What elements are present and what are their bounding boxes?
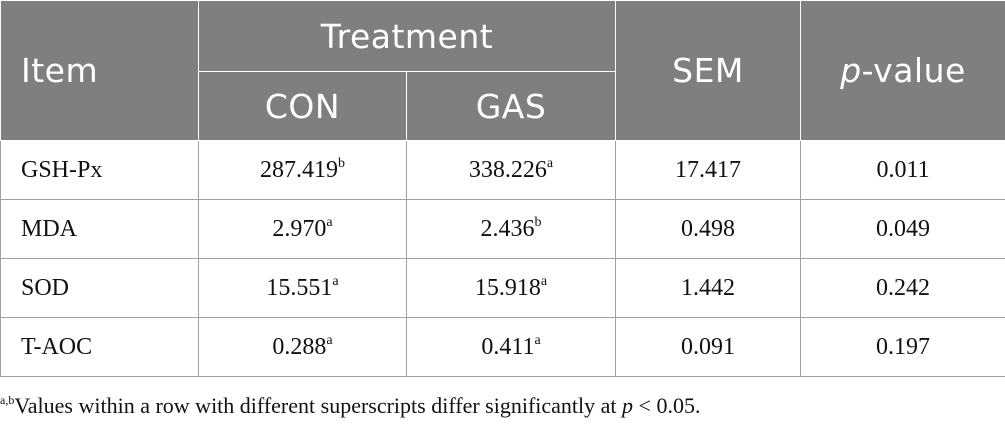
- results-table: Item Treatment SEM p-value CON GAS GSH-P…: [0, 0, 1005, 377]
- footnote-threshold: < 0.05.: [633, 393, 701, 418]
- gas-superscript: a: [540, 273, 548, 289]
- con-value: 2.970: [272, 215, 327, 242]
- row-p-value: 0.242: [800, 258, 1005, 318]
- header-gas: GAS: [405, 71, 617, 141]
- con-value: 0.288: [272, 333, 327, 360]
- footnote-superscript: a,b: [0, 393, 15, 407]
- row-con: 15.551a: [198, 258, 407, 318]
- gas-value: 15.918: [474, 274, 541, 301]
- row-con: 0.288a: [198, 317, 407, 377]
- footnote-p-italic: p: [622, 393, 634, 418]
- header-item: Item: [0, 0, 199, 141]
- header-p-value: p-value: [800, 0, 1005, 141]
- footnote-text: Values within a row with different super…: [14, 393, 623, 418]
- con-superscript: a: [332, 273, 339, 289]
- gas-value: 2.436: [480, 215, 535, 242]
- header-row-sub: CON GAS: [1, 71, 1005, 141]
- row-p-value: 0.011: [800, 140, 1005, 200]
- table-row: MDA 2.970a 2.436b 0.498 0.049: [0, 199, 1005, 259]
- con-superscript: a: [326, 332, 333, 348]
- row-con: 287.419b: [198, 140, 407, 200]
- gas-superscript: a: [534, 332, 541, 348]
- row-gas: 15.918a: [405, 258, 617, 318]
- row-gas: 0.411a: [405, 317, 617, 377]
- table-row: GSH-Px 287.419b 338.226a 17.417 0.011: [0, 140, 1005, 200]
- gas-value: 0.411: [481, 333, 535, 360]
- table-row: SOD 15.551a 15.918a 1.442 0.242: [0, 258, 1005, 318]
- header-p-rest: -value: [861, 51, 966, 90]
- row-item: SOD: [0, 258, 199, 318]
- gas-superscript: a: [546, 155, 554, 171]
- gas-superscript: b: [534, 214, 542, 230]
- row-item: GSH-Px: [0, 140, 199, 200]
- row-sem: 17.417: [615, 140, 802, 200]
- table-body: GSH-Px 287.419b 338.226a 17.417 0.011 MD…: [0, 140, 1005, 377]
- con-value: 15.551: [266, 274, 333, 301]
- con-value: 287.419: [260, 156, 338, 183]
- header-sem: SEM: [615, 0, 802, 141]
- con-superscript: a: [326, 214, 333, 230]
- row-gas: 2.436b: [405, 199, 617, 259]
- con-superscript: b: [338, 155, 345, 171]
- row-sem: 1.442: [615, 258, 802, 318]
- header-p-italic: p: [840, 51, 862, 90]
- table-footnote: a,bValues within a row with different su…: [0, 393, 700, 419]
- gas-value: 338.226: [468, 156, 547, 183]
- header-con: CON: [198, 71, 407, 141]
- row-con: 2.970a: [198, 199, 407, 259]
- header-row-top: Item Treatment SEM p-value: [0, 0, 1005, 141]
- row-p-value: 0.049: [800, 199, 1005, 259]
- table-row: T-AOC 0.288a 0.411a 0.091 0.197: [0, 317, 1005, 377]
- table-header: Item Treatment SEM p-value CON GAS: [0, 0, 1005, 141]
- row-gas: 338.226a: [405, 140, 617, 200]
- row-sem: 0.498: [615, 199, 802, 259]
- row-sem: 0.091: [615, 317, 802, 377]
- row-item: T-AOC: [0, 317, 199, 377]
- row-item: MDA: [0, 199, 199, 259]
- row-p-value: 0.197: [800, 317, 1005, 377]
- header-treatment: Treatment: [197, 0, 617, 72]
